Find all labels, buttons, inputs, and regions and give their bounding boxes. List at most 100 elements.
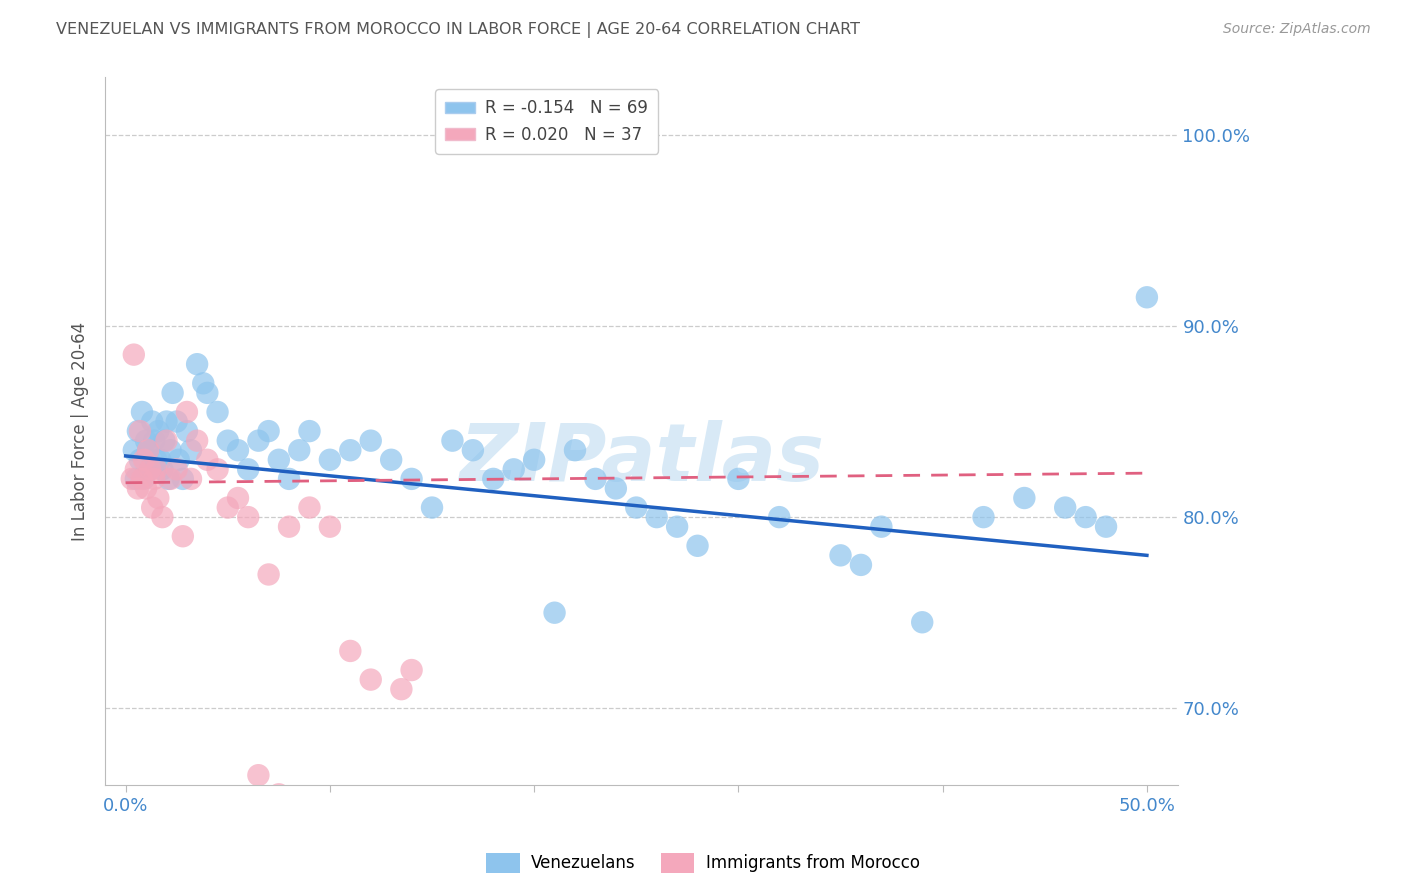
Point (148, 424, 170, 438)
Point (360, 434, 382, 448)
Point (768, 510, 790, 524)
Point (207, 462, 229, 476)
Point (152, 462, 174, 476)
Point (226, 443, 249, 458)
Point (145, 452, 167, 467)
Point (152, 510, 174, 524)
Point (626, 500, 648, 515)
Legend: Venezuelans, Immigrants from Morocco: Venezuelans, Immigrants from Morocco (479, 847, 927, 880)
Point (155, 434, 177, 448)
Point (441, 434, 464, 448)
Point (911, 615, 934, 630)
Point (131, 472, 153, 486)
Point (195, 385, 218, 400)
Point (973, 510, 995, 524)
Point (166, 462, 188, 476)
Point (461, 443, 484, 458)
Point (257, 424, 280, 438)
Point (157, 472, 180, 486)
Point (267, 787, 290, 801)
Point (153, 434, 176, 448)
Point (298, 500, 321, 515)
Point (127, 482, 149, 496)
Point (401, 472, 423, 486)
Point (360, 673, 382, 687)
Text: VENEZUELAN VS IMMIGRANTS FROM MOROCCO IN LABOR FORCE | AGE 20-64 CORRELATION CHA: VENEZUELAN VS IMMIGRANTS FROM MOROCCO IN… (56, 22, 860, 38)
Point (502, 462, 524, 476)
Point (149, 452, 172, 467)
Point (125, 462, 148, 476)
Text: Source: ZipAtlas.com: Source: ZipAtlas.com (1223, 22, 1371, 37)
Point (401, 663, 423, 677)
Point (122, 443, 145, 458)
Point (238, 462, 260, 476)
Point (127, 424, 149, 438)
Point (159, 472, 181, 486)
Point (162, 385, 184, 400)
Point (159, 443, 181, 458)
Point (176, 405, 198, 419)
Point (139, 462, 162, 476)
Point (543, 606, 565, 620)
Point (238, 510, 260, 524)
Point (193, 376, 215, 391)
Point (143, 434, 166, 448)
Point (145, 462, 167, 476)
Point (217, 500, 239, 515)
Point (727, 472, 749, 486)
Point (141, 415, 163, 429)
Point (136, 443, 159, 458)
Point (226, 491, 249, 505)
Point (1074, 510, 1097, 524)
Point (131, 405, 153, 419)
Point (389, 682, 412, 697)
Point (132, 452, 155, 467)
Point (564, 443, 586, 458)
Point (267, 452, 290, 467)
Point (180, 472, 202, 486)
Point (380, 452, 402, 467)
Point (148, 491, 170, 505)
Point (1054, 500, 1077, 515)
Point (217, 434, 239, 448)
Point (605, 482, 627, 496)
Text: ZIPatlas: ZIPatlas (458, 420, 824, 499)
Point (830, 549, 852, 563)
Point (132, 472, 155, 486)
Point (172, 472, 194, 486)
Point (247, 768, 270, 782)
Point (155, 415, 177, 429)
Point (122, 348, 145, 362)
Point (523, 452, 546, 467)
Point (247, 434, 270, 448)
Point (666, 519, 689, 533)
Point (849, 558, 872, 572)
Point (176, 424, 198, 438)
Legend: R = -0.154   N = 69, R = 0.020   N = 37: R = -0.154 N = 69, R = 0.020 N = 37 (436, 89, 658, 153)
Point (135, 482, 157, 496)
Point (257, 567, 280, 582)
Point (482, 472, 505, 486)
Point (186, 434, 208, 448)
Point (278, 472, 301, 486)
Point (167, 452, 190, 467)
Point (172, 529, 194, 543)
Point (143, 472, 166, 486)
Point (288, 443, 311, 458)
Point (339, 644, 361, 658)
Point (136, 443, 159, 458)
Point (339, 443, 361, 458)
Point (870, 519, 893, 533)
Point (180, 443, 202, 458)
Point (645, 510, 668, 524)
Point (166, 415, 188, 429)
Point (186, 357, 208, 371)
Y-axis label: In Labor Force | Age 20-64: In Labor Force | Age 20-64 (72, 321, 89, 541)
Point (583, 472, 606, 486)
Point (1014, 491, 1036, 505)
Point (139, 462, 162, 476)
Point (207, 405, 229, 419)
Point (278, 519, 301, 533)
Point (298, 424, 321, 438)
Point (129, 424, 152, 438)
